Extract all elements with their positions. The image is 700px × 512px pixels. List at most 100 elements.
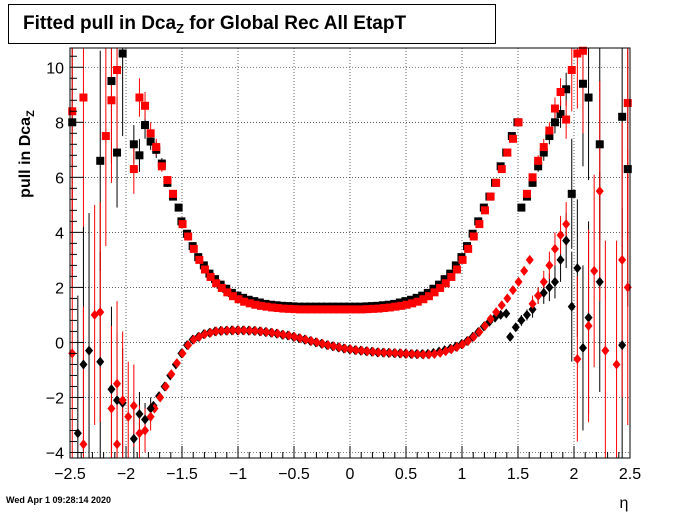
diamond-marker: [324, 340, 333, 351]
square-marker: [113, 66, 122, 75]
axes: −2.5 −2 −1.5 −1 −0.5 0 0.5 1 1.5 2 2.5 −4 −2 0 2 4 6 8 10: [46, 55, 641, 483]
square-marker: [296, 305, 305, 314]
square-marker: [135, 151, 144, 160]
square-marker: [451, 261, 460, 270]
diamond-marker: [486, 314, 495, 325]
diamond-marker: [156, 392, 165, 403]
diamond-marker: [251, 325, 260, 336]
diamond-marker: [528, 304, 537, 315]
square-marker: [141, 101, 150, 110]
diamond-marker: [528, 298, 537, 309]
diamond-marker: [618, 254, 627, 265]
x-tick-label: −0.5: [278, 466, 310, 483]
diamond-marker: [296, 333, 305, 344]
square-marker: [503, 148, 512, 157]
y-tick-label: 6: [55, 170, 64, 187]
square-marker: [129, 140, 138, 149]
square-marker: [301, 305, 310, 314]
diamond-marker: [307, 336, 316, 347]
diamond-marker: [550, 276, 559, 287]
diamond-marker: [240, 325, 249, 336]
x-tick-label: −1.5: [166, 466, 198, 483]
diamond-marker: [167, 369, 176, 380]
square-marker: [279, 304, 288, 313]
square-marker: [562, 85, 571, 94]
y-tick-label: 8: [55, 115, 64, 132]
diamond-marker: [85, 345, 94, 356]
diamond-marker: [245, 325, 254, 336]
chart-title-box: Fitted pull in DcaZ for Global Rec All E…: [8, 4, 496, 44]
diamond-marker: [141, 425, 150, 436]
square-marker: [96, 156, 105, 165]
diamond-marker: [79, 359, 88, 370]
square-marker: [550, 118, 559, 127]
diamond-marker: [340, 343, 349, 354]
square-marker: [223, 288, 232, 297]
diamond-marker: [346, 344, 355, 355]
y-tick-label: −4: [46, 445, 64, 462]
diamond-marker: [402, 348, 411, 359]
diamond-marker: [212, 326, 221, 337]
diamond-marker: [601, 345, 610, 356]
diamond-marker: [612, 359, 621, 370]
diamond-marker: [590, 265, 599, 276]
diamond-marker: [458, 339, 467, 350]
square-marker: [335, 305, 344, 314]
diamond-marker: [511, 322, 520, 333]
square-marker: [458, 255, 467, 264]
square-marker: [539, 143, 548, 152]
square-marker: [211, 275, 220, 284]
data-markers: [68, 46, 632, 450]
diamond-marker: [96, 356, 105, 367]
diamond-marker: [562, 235, 571, 246]
square-marker: [146, 137, 155, 146]
x-tick-label: −2: [117, 466, 135, 483]
square-marker: [129, 165, 138, 174]
diamond-marker: [525, 254, 534, 265]
diamond-marker: [391, 348, 400, 359]
square-marker: [408, 299, 417, 308]
diamond-marker: [578, 342, 587, 353]
diamond-marker: [329, 341, 338, 352]
x-tick-label: −1: [229, 466, 247, 483]
diamond-marker: [396, 348, 405, 359]
diamond-marker: [508, 285, 517, 296]
square-marker: [352, 305, 361, 314]
square-marker: [240, 297, 249, 306]
diamond-marker: [430, 348, 439, 359]
diamond-marker: [520, 265, 529, 276]
square-marker: [440, 275, 449, 284]
square-marker: [413, 297, 422, 306]
square-marker: [251, 300, 260, 309]
square-marker: [141, 121, 150, 130]
diamond-marker: [475, 326, 484, 337]
square-marker: [584, 93, 593, 102]
square-marker: [391, 302, 400, 311]
diamond-marker: [161, 381, 170, 392]
square-marker: [169, 189, 178, 198]
square-marker: [447, 272, 456, 281]
square-marker: [623, 99, 632, 108]
square-marker: [539, 148, 548, 157]
square-marker: [217, 283, 226, 292]
square-marker: [135, 93, 144, 102]
diamond-marker: [206, 327, 215, 338]
diamond-marker: [556, 254, 565, 265]
square-marker: [578, 46, 587, 55]
diamond-marker: [107, 384, 116, 395]
diamond-marker: [545, 260, 554, 271]
title-subscript: Z: [176, 21, 185, 36]
y-tick-label: 4: [55, 225, 64, 242]
y-tick-label: −2: [46, 390, 64, 407]
square-marker: [113, 148, 122, 157]
diamond-marker: [374, 347, 383, 358]
diamond-marker: [545, 282, 554, 293]
x-tick-label: 1.5: [507, 466, 529, 483]
diamond-marker: [534, 290, 543, 301]
square-marker: [441, 279, 450, 288]
diamond-marker: [413, 349, 422, 360]
square-marker: [324, 305, 333, 314]
x-tick-label: 0.5: [395, 466, 417, 483]
square-marker: [545, 126, 554, 135]
square-marker: [307, 305, 316, 314]
